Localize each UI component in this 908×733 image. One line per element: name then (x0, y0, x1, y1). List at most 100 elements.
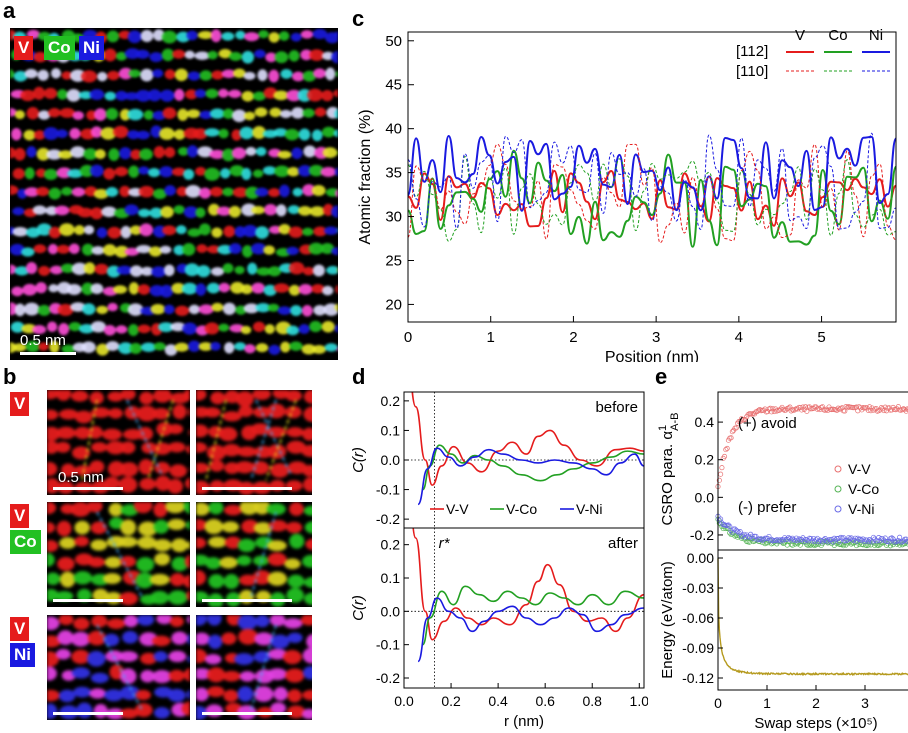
atom-column (86, 110, 97, 121)
atom-column (123, 92, 140, 101)
marker (767, 538, 773, 544)
atom-column (219, 556, 238, 569)
series-markers-v-ni (715, 513, 908, 545)
atom-column (152, 188, 167, 200)
atom-column (185, 477, 190, 490)
atom-column (196, 615, 208, 626)
marker (844, 405, 850, 411)
atom-column (252, 390, 271, 400)
atom-column (103, 476, 120, 491)
atom-column (267, 540, 287, 552)
atom-column (138, 521, 158, 537)
atom-column (57, 89, 68, 100)
atom-column (23, 302, 40, 316)
atom-column (222, 263, 234, 274)
marker (840, 535, 846, 541)
atom-column (82, 303, 96, 315)
atom-column (268, 188, 281, 197)
legend-element-ni: Ni (869, 27, 883, 44)
atom-column (68, 243, 80, 255)
marker (818, 538, 824, 544)
atom-column (181, 282, 198, 295)
atom-column (35, 168, 47, 178)
y-tick-label: 40 (385, 121, 402, 138)
marker (718, 471, 724, 477)
atom-column (197, 31, 214, 40)
atom-column (302, 689, 312, 701)
atom-column (298, 128, 311, 141)
marker (797, 542, 803, 548)
atom-column (32, 325, 47, 335)
atom-column (186, 689, 190, 700)
atom-column (254, 107, 268, 117)
atom-column (128, 165, 140, 178)
atom-column (14, 110, 25, 120)
marker (737, 418, 743, 425)
atom-column (312, 264, 325, 277)
atom-column (285, 668, 305, 683)
atom-column (26, 146, 37, 158)
atom-column (73, 571, 92, 585)
atom-column (48, 187, 62, 200)
atom-column (130, 225, 143, 235)
atom-column (210, 391, 226, 405)
atom-column (156, 615, 173, 625)
atom-column (24, 167, 35, 180)
atom-column (153, 29, 165, 41)
atom-column (243, 303, 260, 314)
atom-column (221, 632, 237, 645)
marker (792, 541, 798, 547)
atom-column (118, 67, 133, 80)
marker (757, 407, 763, 413)
marker (778, 538, 784, 544)
atom-column (118, 651, 139, 662)
atom-column (208, 203, 220, 216)
atom-column (67, 168, 84, 178)
marker (775, 407, 781, 413)
atom-column (90, 521, 107, 535)
atom-column (60, 263, 75, 273)
atom-column (87, 650, 106, 667)
atom-column (10, 69, 15, 79)
x-tick-label: 0.4 (488, 693, 508, 709)
series-markers-v-v (715, 404, 908, 490)
atom-column (91, 442, 108, 453)
atom-column (61, 71, 73, 80)
atom-column (239, 671, 256, 682)
atom-column (74, 225, 85, 236)
atom-column (186, 589, 190, 602)
atom-column (47, 440, 59, 454)
atom-column (280, 68, 293, 79)
atom-column (196, 390, 207, 401)
series-line-v-co (422, 585, 644, 646)
atom-column (334, 167, 338, 177)
atom-column (113, 125, 129, 139)
atom-column (267, 303, 280, 312)
atom-column (153, 342, 166, 351)
atom-column (206, 282, 221, 294)
series-group (404, 528, 644, 688)
atom-column (174, 88, 185, 101)
series-group (404, 392, 644, 528)
marker (737, 529, 743, 535)
atom-column (71, 446, 91, 460)
y-axis-title: Atomic fraction (%) (357, 109, 374, 244)
atom-column (276, 204, 287, 217)
series-line-co-112- (408, 149, 896, 248)
atom-column (22, 283, 38, 296)
guide-line-blue (96, 511, 143, 598)
atom-column (198, 304, 214, 315)
atom-column (298, 205, 312, 216)
atom-column (164, 344, 178, 356)
atom-column (79, 164, 95, 177)
atom-column (280, 341, 291, 353)
atom-column (298, 284, 313, 295)
panel-a-image (10, 28, 338, 360)
atom-column (195, 207, 206, 218)
atom-column (61, 463, 76, 477)
atom-column (203, 407, 221, 418)
marker (900, 538, 907, 544)
atom-column (291, 71, 305, 82)
atom-column (105, 440, 126, 455)
atom-column (287, 166, 300, 177)
